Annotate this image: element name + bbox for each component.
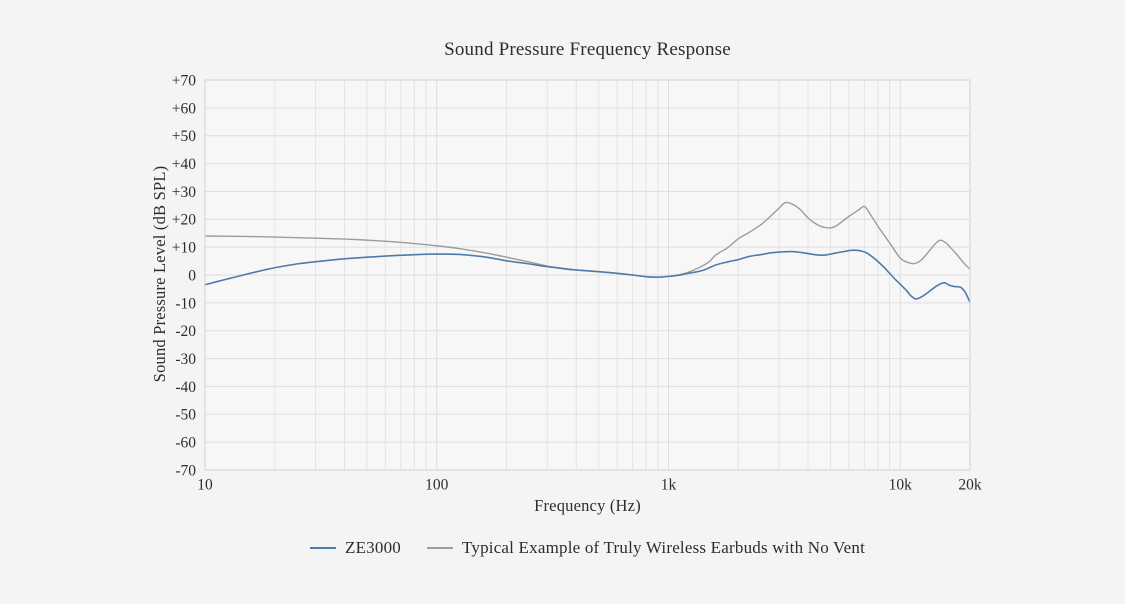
x-tick-label: 20k — [958, 476, 982, 493]
y-tick-label: +40 — [172, 156, 196, 173]
x-tick-label: 10k — [889, 476, 913, 493]
y-tick-label: +60 — [172, 100, 196, 117]
legend-item-ze3000: ZE3000 — [310, 538, 401, 558]
y-tick-label: -50 — [175, 407, 196, 424]
y-tick-label: +10 — [172, 240, 196, 257]
plot-border — [204, 79, 971, 471]
chart-title: Sound Pressure Frequency Response — [444, 39, 731, 60]
y-tick-label: -70 — [175, 462, 196, 479]
y-tick-label: +70 — [172, 72, 196, 89]
x-tick-label: 10 — [197, 476, 213, 493]
y-tick-label: +50 — [172, 128, 196, 145]
legend-label-ze3000: ZE3000 — [345, 538, 401, 557]
y-axis-title: Sound Pressure Level (dB SPL) — [150, 165, 169, 383]
legend-line-swatch-ze3000 — [310, 547, 336, 549]
y-tick-label: 0 — [188, 267, 196, 284]
legend-line-swatch-typical-example — [426, 547, 453, 549]
x-tick-label: 1k — [661, 476, 677, 493]
series-line-ze3000 — [204, 249, 971, 304]
y-tick-label: -40 — [175, 379, 196, 396]
legend-item-typical-example: Typical Example of Truly Wireless Earbud… — [426, 538, 865, 558]
y-tick-label: -10 — [175, 295, 196, 312]
legend: ZE3000 Typical Example of Truly Wireless… — [205, 538, 970, 558]
series-line-typical-example — [204, 201, 971, 278]
y-tick-label: -60 — [175, 435, 196, 452]
x-axis-title: Frequency (Hz) — [534, 496, 641, 515]
legend-label-typical-example: Typical Example of Truly Wireless Earbud… — [461, 538, 865, 557]
y-tick-label: -30 — [175, 351, 196, 368]
y-tick-label: +30 — [172, 184, 196, 201]
x-tick-label: 100 — [425, 476, 449, 493]
y-tick-label: -20 — [175, 323, 196, 340]
y-tick-label: +20 — [172, 212, 196, 229]
